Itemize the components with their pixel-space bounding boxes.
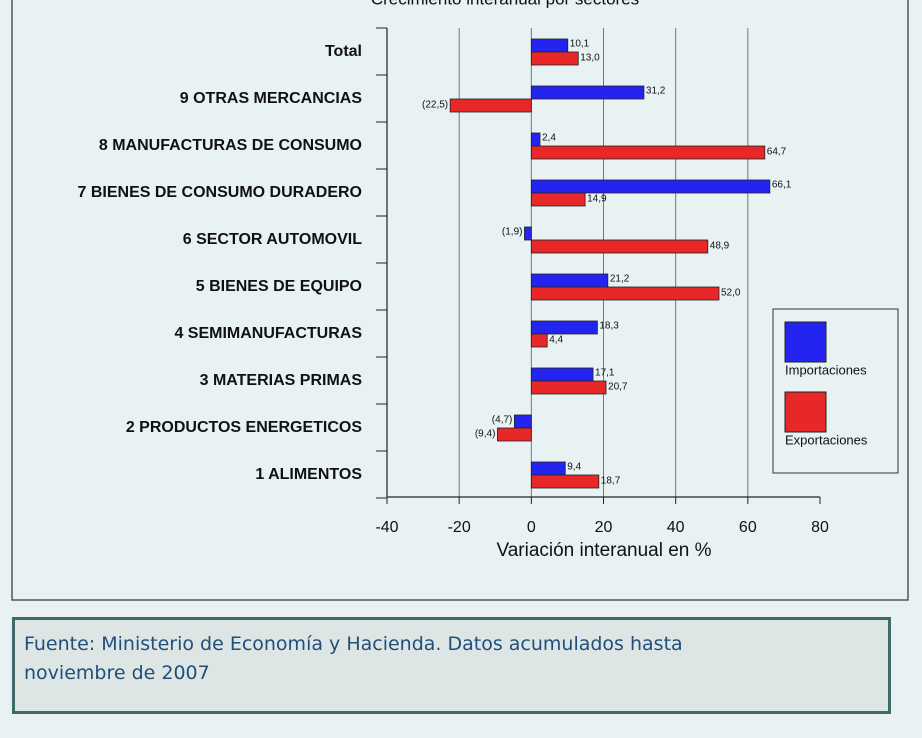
legend-label: Exportaciones xyxy=(785,432,868,447)
value-label: (9,4) xyxy=(475,429,496,440)
y-tick-label: 7 BIENES DE CONSUMO DURADERO xyxy=(78,184,362,201)
bar xyxy=(530,85,645,100)
bar xyxy=(530,286,720,301)
bar xyxy=(530,38,569,53)
bar xyxy=(530,145,766,160)
value-label: 66,1 xyxy=(772,180,792,191)
value-label: 52,0 xyxy=(721,288,741,299)
x-tick-label: 20 xyxy=(595,519,613,536)
chart-frame xyxy=(11,0,909,601)
bar xyxy=(530,367,594,382)
value-label: 2,4 xyxy=(542,133,556,144)
value-label: 31,2 xyxy=(646,86,666,97)
x-tick-label: -20 xyxy=(448,519,471,536)
y-tick-label: Total xyxy=(325,43,362,60)
value-label: 9,4 xyxy=(567,462,581,473)
bar xyxy=(530,132,541,147)
value-label: 64,7 xyxy=(767,147,787,158)
bar xyxy=(530,461,566,476)
bar xyxy=(524,226,532,241)
bar xyxy=(530,51,579,66)
value-label: 48,9 xyxy=(710,241,730,252)
x-tick-label: -40 xyxy=(375,519,398,536)
y-tick-label: 5 BIENES DE EQUIPO xyxy=(196,278,362,295)
value-label: 4,4 xyxy=(549,335,563,346)
bar xyxy=(530,273,609,288)
bar xyxy=(530,474,600,489)
bar xyxy=(497,427,532,442)
y-tick-label: 3 MATERIAS PRIMAS xyxy=(200,372,363,389)
bar xyxy=(530,380,607,395)
legend-label: Importaciones xyxy=(785,362,867,377)
y-tick-label: 8 MANUFACTURAS DE CONSUMO xyxy=(99,137,362,154)
caption: Fuente: Ministerio de Economía y Haciend… xyxy=(24,633,683,684)
value-label: 18,3 xyxy=(599,321,619,332)
value-label: 10,1 xyxy=(570,39,590,50)
caption-box: Fuente: Ministerio de Economía y Haciend… xyxy=(12,617,891,714)
x-tick-label: 80 xyxy=(811,519,829,536)
value-label: (22,5) xyxy=(422,100,448,111)
value-label: 20,7 xyxy=(608,382,628,393)
x-tick-label: 60 xyxy=(739,519,757,536)
y-tick-label: 2 PRODUCTOS ENERGETICOS xyxy=(126,419,363,436)
y-tick-label: 9 OTRAS MERCANCIAS xyxy=(180,90,363,107)
y-tick-label: 1 ALIMENTOS xyxy=(255,466,362,483)
value-label: 21,2 xyxy=(610,274,630,285)
value-label: (4,7) xyxy=(492,415,513,426)
bar xyxy=(530,179,771,194)
legend-swatch xyxy=(784,321,827,363)
y-tick-label: 4 SEMIMANUFACTURAS xyxy=(174,325,362,342)
bar xyxy=(530,239,709,254)
value-label: 14,9 xyxy=(587,194,607,205)
value-label: 13,0 xyxy=(580,53,600,64)
value-label: (1,9) xyxy=(502,227,523,238)
bar xyxy=(449,98,532,113)
x-tick-label: 40 xyxy=(667,519,685,536)
bar xyxy=(530,333,548,348)
bar xyxy=(530,320,598,335)
chart-title: Crecimiento interanual por sectores xyxy=(371,0,639,8)
y-tick-label: 6 SECTOR AUTOMOVIL xyxy=(183,231,363,248)
bar xyxy=(530,192,586,207)
x-axis-label: Variación interanual en % xyxy=(496,540,711,561)
value-label: 17,1 xyxy=(595,368,615,379)
x-tick-label: 0 xyxy=(527,519,536,536)
value-label: 18,7 xyxy=(601,476,621,487)
legend-swatch xyxy=(784,391,827,433)
bar xyxy=(513,414,532,429)
